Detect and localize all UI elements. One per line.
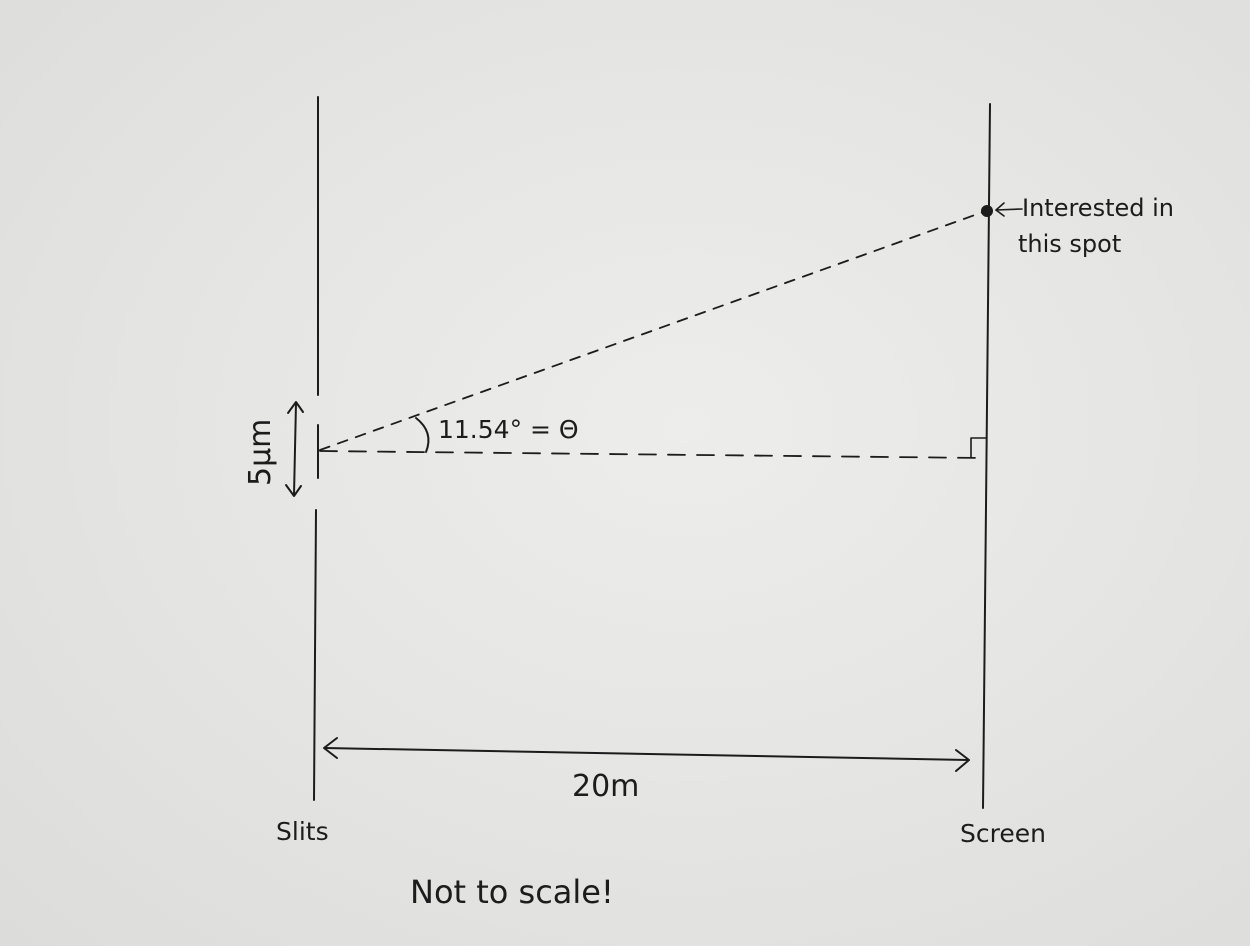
angle-label: 11.54° = Θ — [438, 415, 579, 444]
center-axis-line — [319, 450, 986, 459]
slit-separation-label: 5μm — [243, 419, 278, 486]
slit-barrier-lower — [313, 509, 317, 801]
spot-of-interest-dot — [981, 205, 993, 217]
scale-note: Not to scale! — [410, 873, 614, 911]
angle-arc — [415, 417, 430, 453]
slit-separation-arrow — [285, 401, 304, 497]
distance-arrow — [323, 737, 970, 772]
distance-label: 20m — [572, 769, 639, 804]
path-to-spot-line — [319, 210, 987, 451]
spot-pointer-arrow — [995, 202, 1023, 217]
slits-label: Slits — [276, 817, 329, 846]
right-angle-marker — [970, 437, 987, 458]
screen-label: Screen — [960, 819, 1046, 848]
screen-line — [982, 103, 991, 809]
spot-label-line1: Interested in — [1022, 194, 1174, 222]
spot-label-line2: this spot — [1018, 230, 1121, 258]
